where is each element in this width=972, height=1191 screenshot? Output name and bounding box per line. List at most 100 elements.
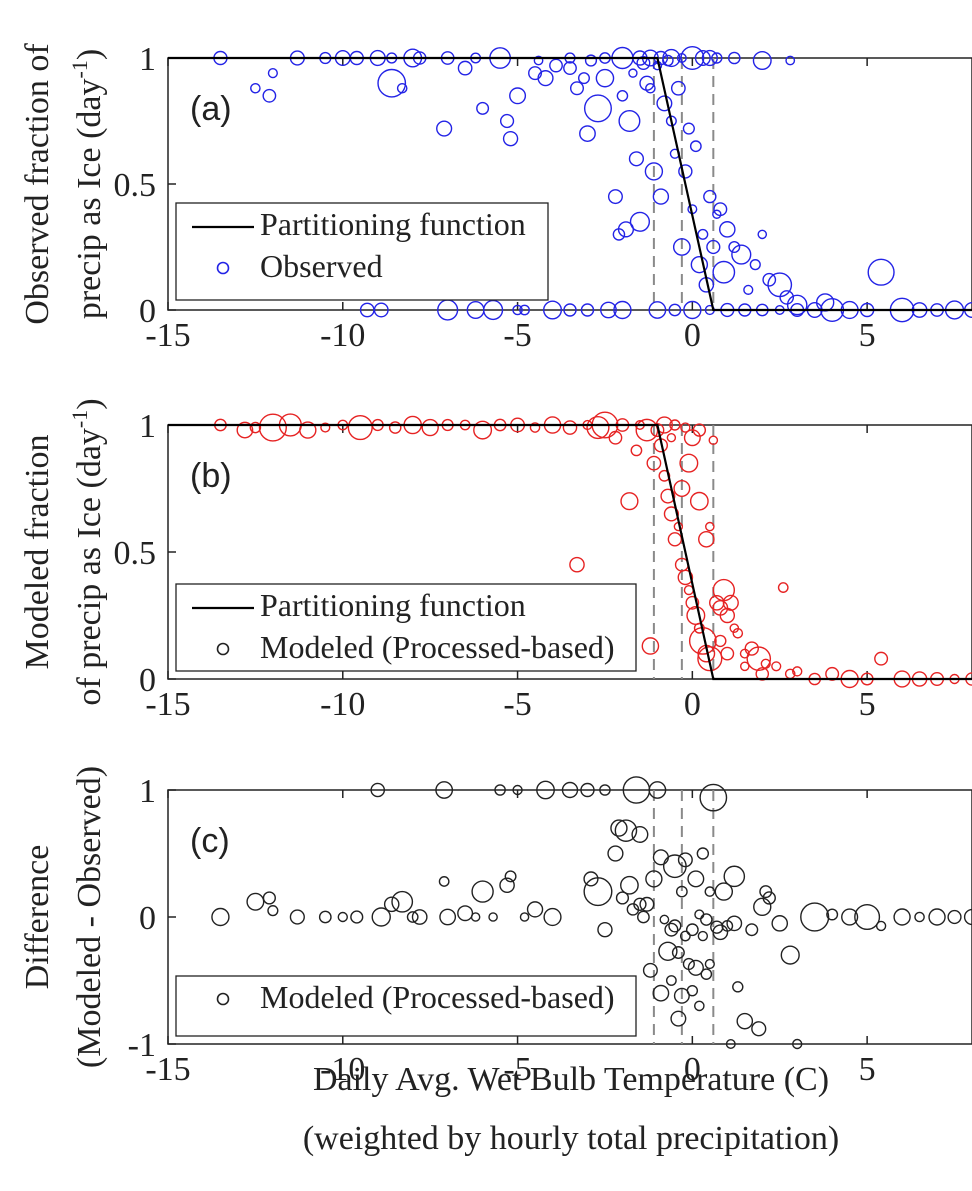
data-point xyxy=(583,94,612,123)
data-point xyxy=(720,646,735,661)
data-point xyxy=(652,849,669,866)
data-point xyxy=(436,120,453,137)
data-point xyxy=(644,162,664,181)
data-point xyxy=(759,885,773,899)
data-point xyxy=(683,429,701,447)
data-point xyxy=(664,922,679,937)
data-point xyxy=(563,61,577,75)
data-point xyxy=(267,68,278,79)
data-point xyxy=(666,433,677,443)
data-point xyxy=(509,87,527,105)
data-point xyxy=(826,908,839,921)
data-point xyxy=(753,897,772,917)
data-point xyxy=(792,666,803,677)
data-point xyxy=(577,72,590,85)
data-point xyxy=(584,54,598,67)
x-tick-label: 5 xyxy=(859,317,876,354)
y-axis-title-line2: precip as Ice (day-1) xyxy=(67,49,108,319)
x-tick-label: 0 xyxy=(684,1051,701,1088)
legend-marker-symbol xyxy=(216,261,230,275)
y-axis-title: Modeled fraction of precip as Ice (day-1) xyxy=(19,398,108,705)
legend-box xyxy=(175,202,549,301)
data-point xyxy=(690,255,709,274)
data-point xyxy=(704,886,716,897)
data-point xyxy=(706,239,721,255)
data-point xyxy=(689,140,702,153)
data-point xyxy=(736,1012,754,1030)
data-point xyxy=(712,924,729,941)
x-tick-label: 5 xyxy=(859,686,876,723)
data-point xyxy=(350,910,364,924)
x-tick-label: 5 xyxy=(859,1051,876,1088)
data-point xyxy=(746,646,772,671)
data-point xyxy=(669,419,681,431)
x-tick-label: -10 xyxy=(320,686,365,723)
x-tick-label: -10 xyxy=(320,1051,365,1088)
y-tick-label: 1 xyxy=(139,408,156,445)
y-axis-title-superscript: -1 xyxy=(67,60,92,78)
data-point xyxy=(616,90,629,102)
data-point xyxy=(694,909,705,920)
data-point xyxy=(875,920,887,932)
data-point xyxy=(599,784,611,796)
data-point xyxy=(626,903,640,916)
data-point xyxy=(406,911,419,923)
data-point xyxy=(614,819,638,842)
data-point xyxy=(679,453,699,473)
data-point xyxy=(749,259,761,271)
data-point xyxy=(607,845,624,862)
y-axis-title-line2-text: of precip as Ice (day xyxy=(71,428,108,706)
x-axis-subtitle: (weighted by hourly total precipitation) xyxy=(303,1120,839,1157)
partitioning-function-line xyxy=(168,56,972,312)
data-point xyxy=(637,910,650,924)
data-point xyxy=(745,923,759,937)
data-point xyxy=(377,68,407,98)
data-point xyxy=(646,455,662,471)
data-point xyxy=(667,532,683,547)
data-point xyxy=(771,661,782,672)
y-axis-title-line2: of precip as Ice (day-1) xyxy=(67,398,108,705)
data-point xyxy=(963,908,972,926)
data-point xyxy=(792,1038,803,1050)
data-point xyxy=(615,891,630,905)
data-point xyxy=(744,641,759,656)
data-point xyxy=(631,825,649,843)
data-point xyxy=(694,1000,705,1012)
data-point xyxy=(663,506,679,522)
data-point xyxy=(893,908,911,926)
data-point xyxy=(947,909,962,925)
data-point xyxy=(648,301,667,319)
data-point xyxy=(613,300,632,320)
data-point xyxy=(739,661,750,672)
data-point xyxy=(743,284,754,295)
data-point xyxy=(687,870,705,888)
data-point xyxy=(320,422,331,433)
data-point xyxy=(672,238,691,256)
data-point xyxy=(262,891,276,905)
data-point xyxy=(712,578,736,602)
data-point xyxy=(785,55,796,66)
data-point xyxy=(421,418,439,437)
data-point xyxy=(562,420,578,435)
y-axis-title-superscript: -1 xyxy=(67,410,92,428)
data-point xyxy=(289,909,305,925)
data-point xyxy=(620,492,639,511)
data-point xyxy=(652,984,670,1002)
data-point xyxy=(694,50,711,67)
data-point xyxy=(650,423,665,438)
data-point xyxy=(439,908,457,926)
data-point xyxy=(586,415,610,440)
data-point xyxy=(728,240,741,253)
y-tick-label: 1 xyxy=(139,41,156,78)
data-point xyxy=(470,912,481,922)
data-point xyxy=(800,902,830,932)
data-point xyxy=(569,556,585,573)
data-point xyxy=(697,646,723,672)
data-point xyxy=(685,923,699,937)
y-axis-title: Difference (Modeled - Observed) xyxy=(19,766,108,1068)
data-point xyxy=(610,819,628,837)
data-point xyxy=(825,666,840,681)
panel-b: -15 -10 -5 0 5 0 0.5 1 (b) Partitioning function M… xyxy=(19,398,972,723)
